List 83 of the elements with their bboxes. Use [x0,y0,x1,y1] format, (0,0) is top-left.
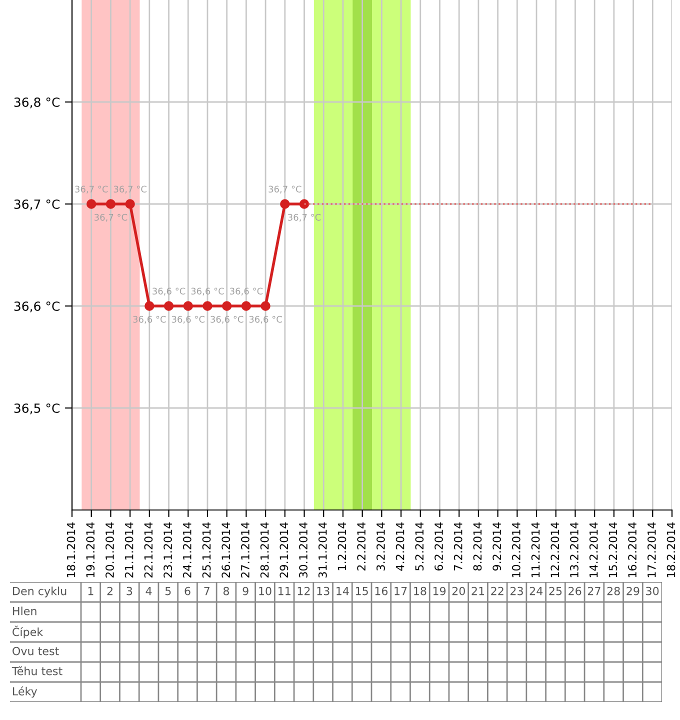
x-tick-label: 2.2.2014 [357,522,366,570]
x-tick-label: 17 [394,586,407,596]
x-tick-label: 24.1.2014 [182,522,192,578]
x-tick-label: 5.2.2014 [415,522,424,570]
x-tick-label: 3 [126,586,132,596]
data-label: 36,7 °C [94,214,128,222]
x-tick-label: 28 [607,586,620,596]
x-tick-label: 18.2.2014 [666,522,676,578]
x-tick-label: 30 [646,586,659,596]
x-tick-label: 21 [472,586,484,596]
data-label: 36,7 °C [75,186,108,194]
x-tick-label: 1 [88,586,94,596]
x-tick-label: 21.1.2014 [124,522,134,578]
x-tick-label: 31.1.2014 [318,522,327,578]
x-tick-label: 2 [107,586,112,596]
data-label: 36,6 °C [172,316,205,324]
x-tick-label: 28.1.2014 [260,522,269,578]
x-tick-label: 16 [375,586,388,596]
x-tick-label: 13.2.2014 [570,522,578,578]
data-label: 36,6 °C [230,288,263,296]
x-tick-label: 25 [549,586,562,596]
x-tick-label: 11 [278,586,290,596]
y-tick-label: Ovu test [12,646,59,656]
x-tick-label: 30.1.2014 [299,522,308,578]
x-tick-label: 26.1.2014 [222,522,230,578]
x-tick-label: 10.2.2014 [512,522,520,578]
x-tick-label: 23.1.2014 [164,522,172,578]
data-label: 36,7 °C [114,186,146,194]
data-label: 36,7 °C [268,186,302,194]
x-tick-label: 20.1.2014 [106,522,114,578]
x-tick-label: 8.2.2014 [473,522,482,571]
x-tick-label: 13 [317,586,330,596]
y-tick-label: 36,8 °C [14,97,60,108]
x-tick-label: 23 [510,586,523,596]
x-tick-label: 4 [146,586,152,596]
x-tick-label: 1.2.2014 [338,522,346,570]
y-tick-label: Čípek [12,626,44,638]
x-axis-title: Den cyklu [13,586,66,598]
x-tick-label: 18.1.2014 [66,522,76,578]
y-tick-label: 36,5 °C [14,403,60,414]
data-label: 36,6 °C [152,288,186,296]
x-tick-label: 7.2.2014 [454,522,462,570]
y-tick-label: Léky [13,686,38,698]
x-tick-label: 7 [204,586,210,596]
x-tick-label: 22 [491,586,504,596]
x-tick-label: 6 [184,586,190,596]
x-tick-label: 27 [588,586,600,596]
y-tick-label: Hlen [13,606,36,616]
x-tick-label: 8 [223,586,230,596]
x-tick-label: 11.2.2014 [531,522,540,578]
x-tick-label: 12 [298,586,310,596]
x-tick-label: 22.1.2014 [144,522,153,578]
x-tick-label: 20 [452,586,465,596]
x-tick-label: 12.2.2014 [550,522,560,578]
x-tick-label: 17.2.2014 [647,522,656,578]
x-tick-label: 19.1.2014 [86,522,95,578]
x-tick-label: 16.2.2014 [628,522,637,578]
x-tick-label: 5 [165,586,171,596]
x-tick-label: 9 [242,586,248,596]
x-tick-label: 15.2.2014 [608,522,618,578]
x-tick-label: 4.2.2014 [396,522,404,571]
data-label: 36,6 °C [249,316,282,324]
x-tick-label: 27.1.2014 [241,522,250,578]
x-tick-label: 26 [568,586,582,596]
x-tick-label: 10 [259,586,272,596]
x-tick-label: 18 [414,586,426,596]
y-tick-label: Těhu test [12,666,62,676]
x-tick-label: 29 [626,586,640,596]
data-label: 36,6 °C [133,316,166,324]
x-tick-label: 9.2.2014 [492,522,502,571]
data-label: 36,6 °C [191,288,224,296]
x-tick-label: 19 [433,586,446,596]
data-label: 36,6 °C [210,316,244,324]
x-tick-label: 14.2.2014 [589,522,598,578]
x-tick-label: 6.2.2014 [434,522,443,571]
x-tick-label: 14 [336,586,349,596]
x-tick-label: 25.1.2014 [202,522,211,578]
y-tick-label: 36,6 °C [14,301,60,312]
x-tick-label: 24 [530,586,543,596]
x-tick-label: 15 [356,586,368,596]
x-tick-label: 3.2.2014 [376,522,385,570]
x-tick-label: 29.1.2014 [280,522,288,578]
y-tick-label: 36,7 °C [14,199,60,210]
